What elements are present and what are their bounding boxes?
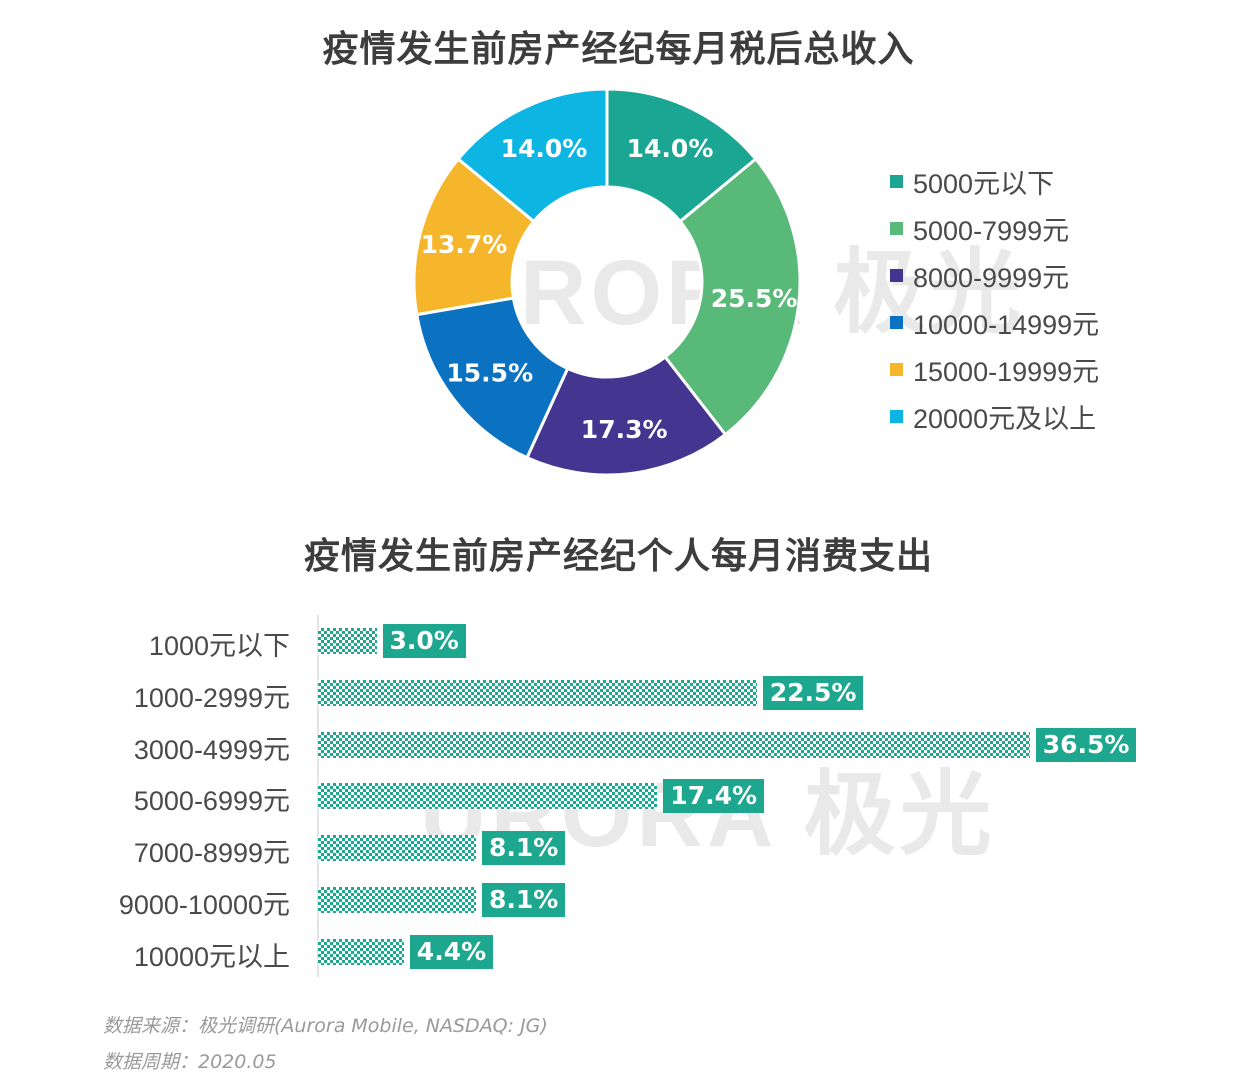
donut-segment bbox=[456, 87, 609, 224]
bar-category-label: 9000-10000元 bbox=[118, 890, 290, 920]
bar bbox=[318, 887, 476, 913]
bar-value-label: 36.5% bbox=[1035, 727, 1137, 762]
bar bbox=[318, 731, 1030, 758]
data-period-note: 数据周期：2020.05 bbox=[103, 1051, 277, 1073]
bar-category-label: 7000-8999元 bbox=[133, 838, 290, 869]
donut-segment-label: 13.7% bbox=[421, 230, 508, 259]
bar bbox=[318, 783, 658, 810]
donut-segment bbox=[525, 354, 728, 477]
bar-category-label: 1000-2999元 bbox=[133, 682, 290, 713]
legend-item: 20000元及以上 bbox=[890, 393, 1099, 440]
bar-value-label: 8.1% bbox=[481, 831, 566, 866]
legend-item: 5000-7999元 bbox=[890, 205, 1099, 252]
bar-category-label: 3000-4999元 bbox=[133, 734, 290, 765]
legend-label: 5000-7999元 bbox=[913, 216, 1070, 246]
bar-value-label: 3.0% bbox=[382, 624, 466, 658]
donut-segment-label: 14.0% bbox=[501, 134, 588, 163]
bar bbox=[318, 679, 757, 706]
legend-label: 10000-14999元 bbox=[913, 310, 1100, 340]
donut-segment bbox=[415, 296, 570, 460]
legend-label: 5000元以下 bbox=[913, 169, 1055, 199]
data-source-note: 数据来源：极光调研(Aurora Mobile, NASDAQ: JG) bbox=[103, 1015, 548, 1037]
donut-chart-title: 疫情发生前房产经纪每月税后总收入 bbox=[322, 29, 915, 70]
bar-value-label: 4.4% bbox=[409, 934, 494, 969]
bar-category-label: 5000-6999元 bbox=[133, 786, 290, 817]
donut-segment-label: 14.0% bbox=[627, 134, 714, 163]
legend-swatch-icon bbox=[890, 316, 903, 329]
bar bbox=[318, 938, 404, 965]
legend-label: 8000-9999元 bbox=[913, 263, 1070, 293]
legend-item: 15000-19999元 bbox=[890, 346, 1099, 393]
legend-swatch-icon bbox=[890, 410, 903, 423]
bar-value-label: 22.5% bbox=[762, 675, 864, 710]
bar bbox=[318, 835, 476, 862]
bar-category-label: 10000元以上 bbox=[133, 941, 290, 972]
donut-segment-label: 17.3% bbox=[581, 415, 668, 444]
legend-item: 5000元以下 bbox=[890, 158, 1099, 205]
legend-swatch-icon bbox=[890, 175, 903, 188]
legend-item: 8000-9999元 bbox=[890, 252, 1099, 299]
legend-swatch-icon bbox=[890, 363, 903, 376]
donut-segment-label: 15.5% bbox=[446, 358, 533, 387]
bar-value-label: 8.1% bbox=[481, 883, 566, 917]
legend-item: 10000-14999元 bbox=[890, 299, 1099, 346]
donut-legend: 5000元以下 5000-7999元 8000-9999元 10000-14999元 1… bbox=[890, 158, 1099, 440]
donut-segment bbox=[663, 156, 802, 437]
legend-label: 15000-19999元 bbox=[913, 357, 1100, 387]
bar-value-label: 17.4% bbox=[663, 779, 765, 814]
bar bbox=[318, 628, 377, 654]
donut-segment-label: 25.5% bbox=[711, 284, 798, 313]
legend-swatch-icon bbox=[890, 222, 903, 235]
legend-swatch-icon bbox=[890, 269, 903, 282]
bar-category-label: 1000元以下 bbox=[148, 631, 290, 661]
bar-chart-title: 疫情发生前房产经纪个人每月消费支出 bbox=[303, 536, 933, 577]
legend-label: 20000元及以上 bbox=[913, 404, 1097, 434]
